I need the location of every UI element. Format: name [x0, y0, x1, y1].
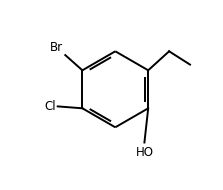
Text: Cl: Cl — [44, 100, 56, 113]
Text: HO: HO — [135, 146, 153, 159]
Text: Br: Br — [50, 41, 63, 54]
